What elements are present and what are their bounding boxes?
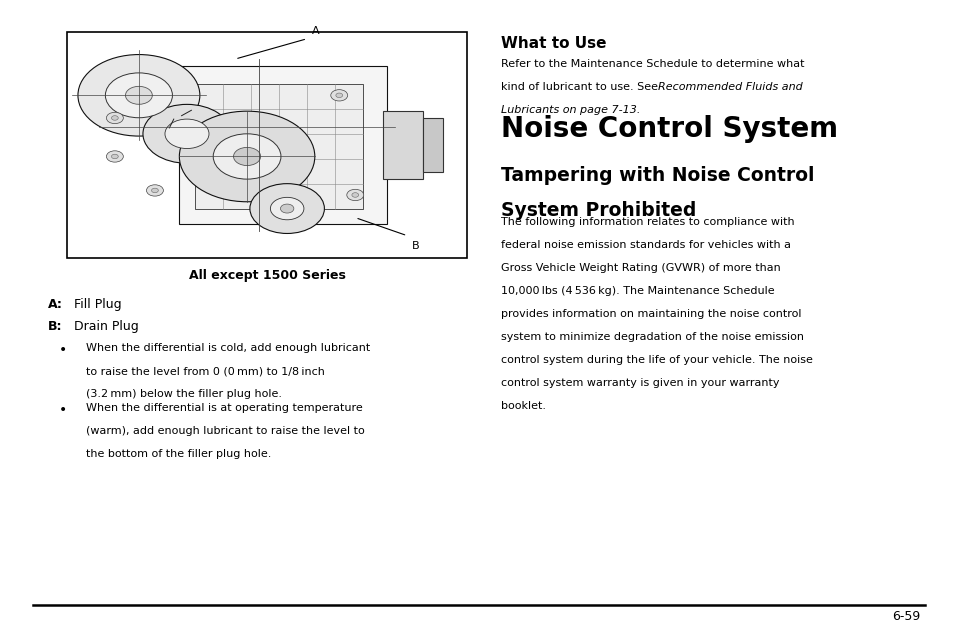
Circle shape <box>165 119 209 149</box>
Text: provides information on maintaining the noise control: provides information on maintaining the … <box>500 309 801 319</box>
Text: Tampering with Noise Control: Tampering with Noise Control <box>500 166 814 185</box>
Text: •: • <box>59 343 68 357</box>
Circle shape <box>250 184 324 234</box>
Text: A: A <box>312 26 319 36</box>
Text: Recommended Fluids and: Recommended Fluids and <box>658 82 802 92</box>
Circle shape <box>126 86 152 104</box>
Text: (3.2 mm) below the filler plug hole.: (3.2 mm) below the filler plug hole. <box>86 389 281 399</box>
Circle shape <box>78 55 200 136</box>
Circle shape <box>112 115 118 120</box>
Text: control system warranty is given in your warranty: control system warranty is given in your… <box>500 378 779 388</box>
Bar <box>71 35 462 255</box>
Circle shape <box>147 185 163 196</box>
Text: federal noise emission standards for vehicles with a: federal noise emission standards for veh… <box>500 240 790 250</box>
Circle shape <box>143 105 231 163</box>
Text: When the differential is at operating temperature: When the differential is at operating te… <box>86 403 362 413</box>
Circle shape <box>112 154 118 159</box>
Bar <box>194 84 363 209</box>
Circle shape <box>213 134 280 179</box>
Circle shape <box>233 147 260 165</box>
Text: Fill Plug: Fill Plug <box>74 298 122 311</box>
Text: to raise the level from 0 (0 mm) to 1/8 inch: to raise the level from 0 (0 mm) to 1/8 … <box>86 366 324 376</box>
Text: the bottom of the filler plug hole.: the bottom of the filler plug hole. <box>86 449 271 459</box>
Circle shape <box>107 151 123 162</box>
Text: 10,000 lbs (4 536 kg). The Maintenance Schedule: 10,000 lbs (4 536 kg). The Maintenance S… <box>500 286 774 296</box>
Text: All except 1500 Series: All except 1500 Series <box>189 269 345 282</box>
Text: Noise Control System: Noise Control System <box>500 115 837 143</box>
Text: Refer to the Maintenance Schedule to determine what: Refer to the Maintenance Schedule to det… <box>500 59 803 69</box>
Bar <box>423 118 443 172</box>
Circle shape <box>152 188 158 193</box>
Bar <box>67 32 467 258</box>
Text: Drain Plug: Drain Plug <box>74 320 139 332</box>
Circle shape <box>335 93 342 98</box>
Text: The following information relates to compliance with: The following information relates to com… <box>500 217 794 227</box>
Text: Gross Vehicle Weight Rating (GVWR) of more than: Gross Vehicle Weight Rating (GVWR) of mo… <box>500 263 780 273</box>
Circle shape <box>107 112 123 124</box>
Bar <box>383 111 423 179</box>
Text: booklet.: booklet. <box>500 401 545 411</box>
Circle shape <box>347 189 363 200</box>
Circle shape <box>331 90 347 101</box>
Circle shape <box>105 73 172 118</box>
Text: kind of lubricant to use. See: kind of lubricant to use. See <box>500 82 660 92</box>
Text: system to minimize degradation of the noise emission: system to minimize degradation of the no… <box>500 332 803 342</box>
Text: When the differential is cold, add enough lubricant: When the differential is cold, add enoug… <box>86 343 370 353</box>
Text: 6-59: 6-59 <box>891 610 920 623</box>
Text: What to Use: What to Use <box>500 36 606 51</box>
Bar <box>179 66 387 225</box>
Circle shape <box>270 197 304 219</box>
Text: B: B <box>412 241 419 251</box>
Text: •: • <box>59 403 68 417</box>
Text: Lubricants on page 7-13.: Lubricants on page 7-13. <box>500 105 639 115</box>
Circle shape <box>352 193 358 197</box>
Text: System Prohibited: System Prohibited <box>500 201 696 220</box>
Text: control system during the life of your vehicle. The noise: control system during the life of your v… <box>500 355 812 365</box>
Text: (warm), add enough lubricant to raise the level to: (warm), add enough lubricant to raise th… <box>86 426 364 436</box>
Text: B:: B: <box>48 320 62 332</box>
Circle shape <box>179 111 314 202</box>
Circle shape <box>280 204 294 213</box>
Text: A:: A: <box>48 298 63 311</box>
